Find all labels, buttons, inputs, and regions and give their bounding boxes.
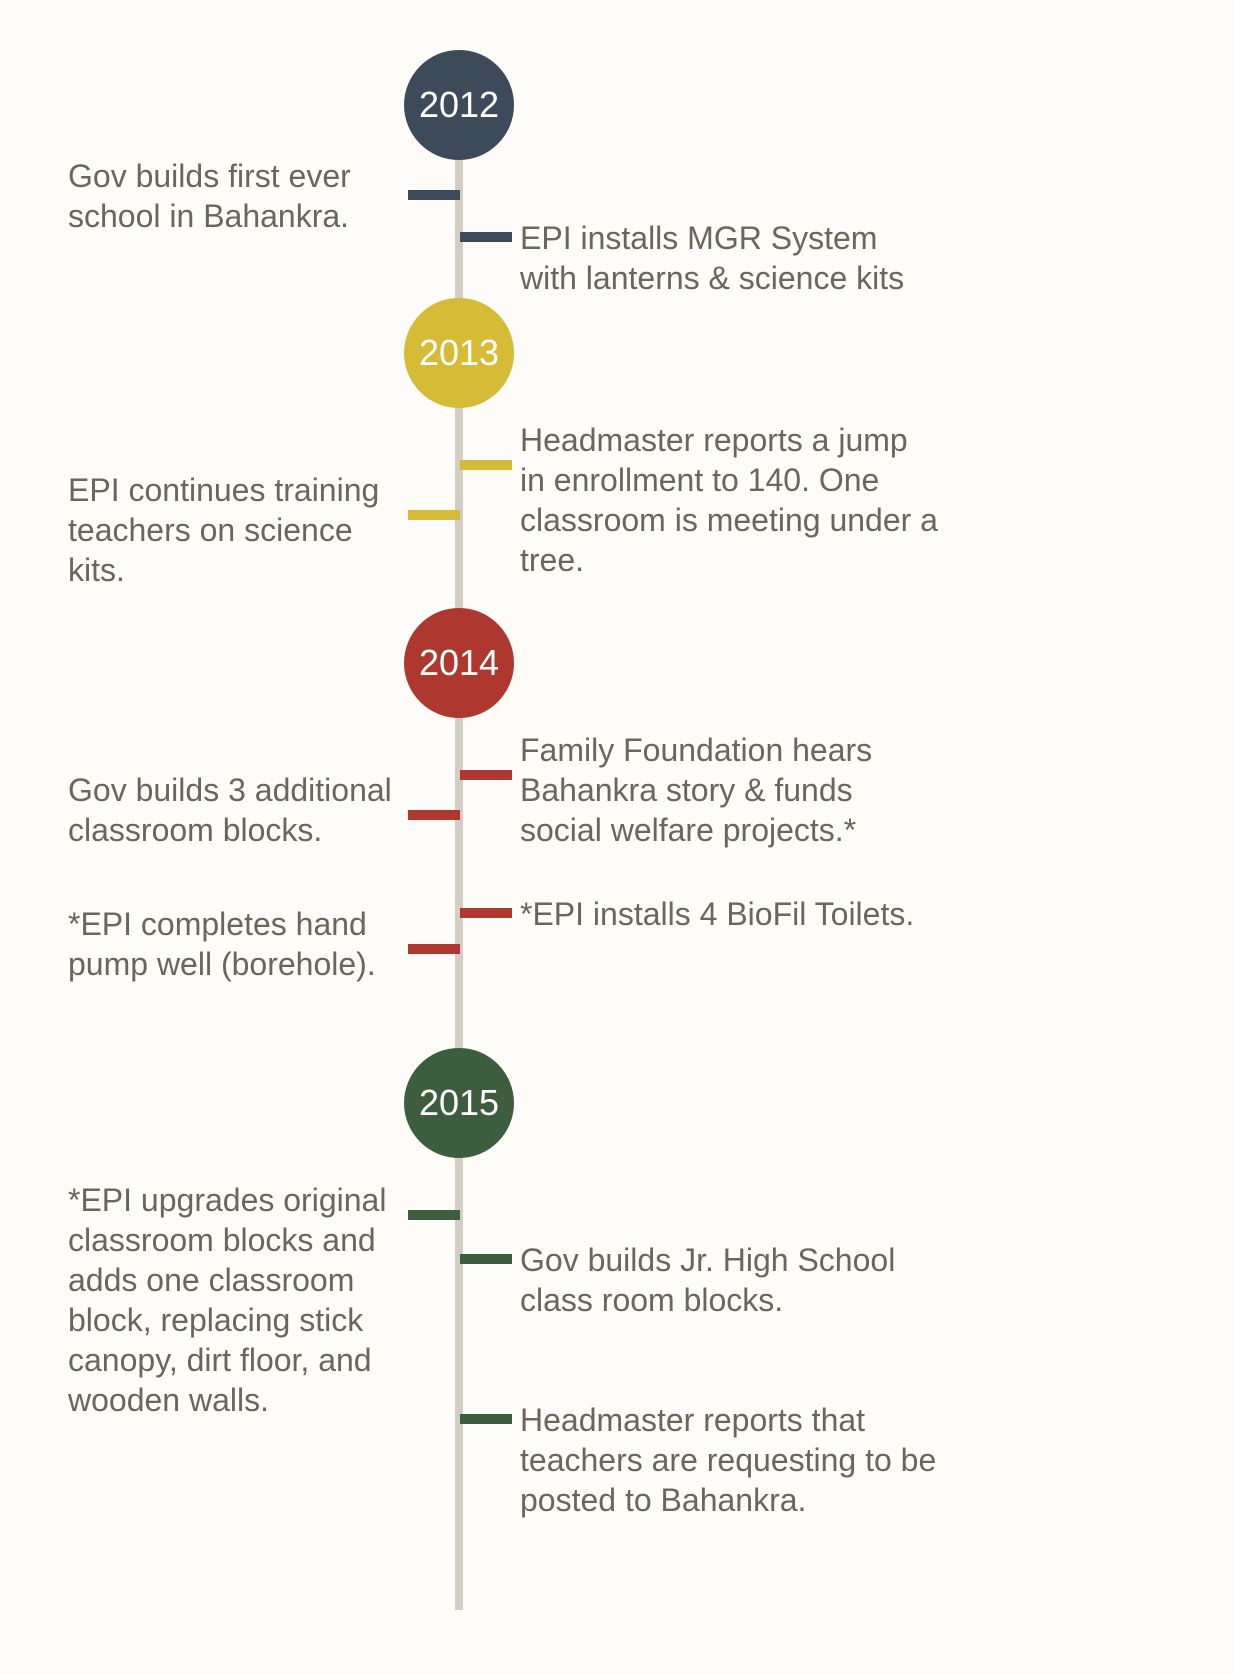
event-tick [460, 460, 512, 470]
event-text: Gov builds 3 additional classroom blocks… [68, 770, 408, 850]
event-tick [408, 810, 460, 820]
event-tick [408, 1210, 460, 1220]
event-tick [460, 232, 512, 242]
year-label: 2012 [419, 84, 499, 126]
event-text: Headmaster reports a jump in enrollment … [520, 420, 940, 580]
event-text: *EPI completes hand pump well (borehole)… [68, 904, 408, 984]
event-text: EPI continues training teachers on scien… [68, 470, 408, 590]
event-text: *EPI installs 4 BioFil Toilets. [520, 894, 940, 934]
year-circle-2012: 2012 [404, 50, 514, 160]
year-circle-2015: 2015 [404, 1048, 514, 1158]
event-tick [460, 1414, 512, 1424]
event-tick [460, 1254, 512, 1264]
event-label: Family Foundation hears Bahankra story &… [520, 732, 872, 848]
event-text: Gov builds first ever school in Bahankra… [68, 156, 408, 236]
timeline-axis [455, 50, 463, 1610]
event-text: Gov builds Jr. High School class room bl… [520, 1240, 940, 1320]
event-text: *EPI upgrades original classroom blocks … [68, 1180, 408, 1420]
year-circle-2013: 2013 [404, 298, 514, 408]
event-tick [408, 944, 460, 954]
event-label: *EPI completes hand pump well (borehole)… [68, 906, 376, 982]
year-label: 2013 [419, 332, 499, 374]
year-label: 2015 [419, 1082, 499, 1124]
event-tick [408, 510, 460, 520]
event-label: *EPI installs 4 BioFil Toilets. [520, 896, 914, 932]
event-label: Gov builds 3 additional classroom blocks… [68, 772, 392, 848]
event-text: Headmaster reports that teachers are req… [520, 1400, 940, 1520]
event-text: Family Foundation hears Bahankra story &… [520, 730, 940, 850]
event-label: EPI continues training teachers on scien… [68, 472, 379, 588]
event-tick [460, 770, 512, 780]
year-circle-2014: 2014 [404, 608, 514, 718]
event-label: EPI installs MGR System with lanterns & … [520, 220, 904, 296]
event-label: *EPI upgrades original classroom blocks … [68, 1182, 386, 1418]
event-text: EPI installs MGR System with lanterns & … [520, 218, 940, 298]
event-label: Headmaster reports that teachers are req… [520, 1402, 936, 1518]
event-label: Gov builds first ever school in Bahankra… [68, 158, 351, 234]
event-label: Gov builds Jr. High School class room bl… [520, 1242, 895, 1318]
year-label: 2014 [419, 642, 499, 684]
event-label: Headmaster reports a jump in enrollment … [520, 422, 938, 578]
event-tick [408, 190, 460, 200]
event-tick [460, 908, 512, 918]
